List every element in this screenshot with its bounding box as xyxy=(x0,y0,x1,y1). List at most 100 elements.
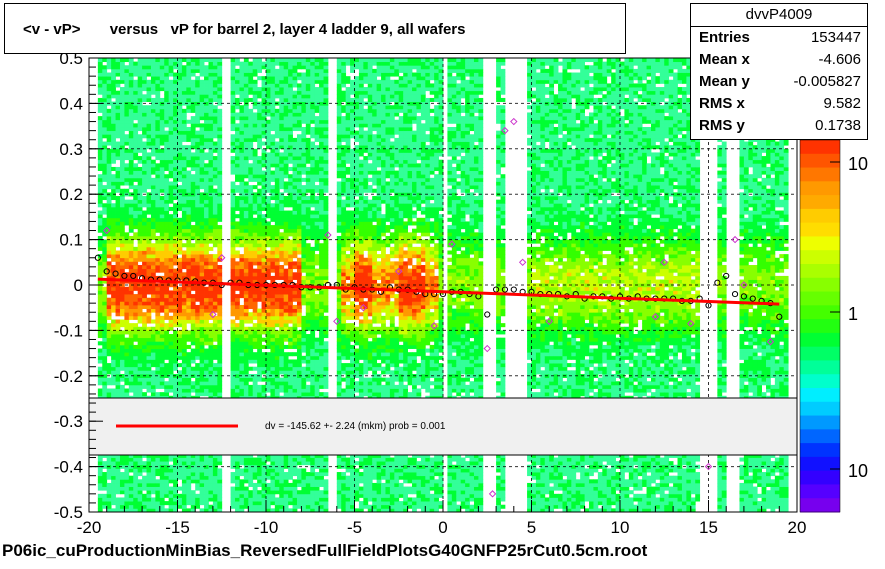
heatmap-cell xyxy=(115,170,121,175)
heatmap-cell xyxy=(274,61,280,66)
heatmap-cell xyxy=(133,225,139,230)
heatmap-cell xyxy=(168,72,174,77)
heatmap-cell xyxy=(208,304,214,310)
heatmap-cell xyxy=(119,94,125,99)
heatmap-cell xyxy=(186,174,192,179)
heatmap-cell xyxy=(257,265,262,270)
heatmap-cell xyxy=(159,301,165,306)
heatmap-cell xyxy=(252,330,258,335)
heatmap-cell xyxy=(106,315,112,320)
heatmap-cell xyxy=(261,312,267,317)
heatmap-cell xyxy=(155,472,161,477)
heatmap-cell xyxy=(288,225,293,230)
heatmap-cell xyxy=(106,134,112,139)
heatmap-cell xyxy=(195,210,201,215)
heatmap-cell xyxy=(159,381,165,386)
heatmap-cell xyxy=(288,203,293,208)
heatmap-cell xyxy=(97,312,103,317)
heatmap-cell xyxy=(146,475,152,480)
heatmap-cell xyxy=(296,334,302,339)
heatmap-cell xyxy=(106,482,112,487)
heatmap-cell xyxy=(97,210,103,215)
heatmap-cell xyxy=(248,235,254,240)
heatmap-cell xyxy=(266,188,271,193)
heatmap-cell xyxy=(97,297,103,302)
heatmap-cell xyxy=(217,177,223,182)
heatmap-cell xyxy=(177,334,183,339)
heatmap-cell xyxy=(243,275,249,280)
heatmap-cell xyxy=(239,290,245,295)
heatmap-cell xyxy=(243,352,249,357)
heatmap-cell xyxy=(261,90,267,95)
heatmap-cell xyxy=(204,116,209,121)
heatmap-cell xyxy=(230,501,236,506)
heatmap-cell xyxy=(186,188,192,193)
heatmap-cell xyxy=(173,159,178,164)
heatmap-cell xyxy=(146,170,152,175)
heatmap-cell xyxy=(208,261,214,266)
heatmap-cell xyxy=(115,166,121,171)
heatmap-cell xyxy=(204,504,209,509)
heatmap-cell xyxy=(208,116,214,121)
heatmap-cell xyxy=(266,61,271,66)
heatmap-cell xyxy=(252,235,258,240)
heatmap-cell xyxy=(168,272,174,277)
heatmap-cell xyxy=(164,225,170,230)
heatmap-cell xyxy=(270,119,276,124)
heatmap-cell xyxy=(288,148,293,153)
heatmap-cell xyxy=(133,134,139,139)
heatmap-cell xyxy=(133,196,139,201)
heatmap-cell xyxy=(173,225,178,230)
heatmap-cell xyxy=(133,163,139,168)
heatmap-cell xyxy=(248,504,254,509)
heatmap-cell xyxy=(115,141,121,146)
heatmap-cell xyxy=(217,461,223,466)
heatmap-cell xyxy=(142,235,147,240)
heatmap-cell xyxy=(292,482,298,487)
heatmap-cell xyxy=(217,203,223,208)
heatmap-cell xyxy=(248,141,254,146)
heatmap-cell xyxy=(270,170,276,175)
heatmap-cell xyxy=(181,468,187,473)
heatmap-cell xyxy=(142,381,147,386)
heatmap-cell xyxy=(199,112,205,117)
heatmap-cell xyxy=(173,501,178,506)
heatmap-cell xyxy=(230,232,236,237)
heatmap-cell xyxy=(150,232,156,237)
heatmap-cell xyxy=(102,108,108,113)
heatmap-cell xyxy=(252,163,258,168)
heatmap-cell xyxy=(279,221,285,226)
heatmap-cell xyxy=(212,294,218,299)
heatmap-cell xyxy=(111,508,116,512)
heatmap-cell xyxy=(155,319,161,324)
heatmap-cell xyxy=(288,177,293,182)
heatmap-cell xyxy=(146,185,152,190)
heatmap-cell xyxy=(173,123,178,128)
heatmap-cell xyxy=(248,344,254,349)
heatmap-cell xyxy=(146,243,152,248)
heatmap-cell xyxy=(217,381,223,386)
heatmap-cell xyxy=(150,112,156,117)
heatmap-cell xyxy=(137,192,143,197)
heatmap-cell xyxy=(142,363,147,368)
heatmap-cell xyxy=(119,137,125,142)
heatmap-cell xyxy=(288,475,293,480)
heatmap-cell xyxy=(155,381,161,386)
heatmap-cell xyxy=(252,221,258,226)
heatmap-cell xyxy=(217,294,223,299)
heatmap-cell xyxy=(283,235,289,240)
heatmap-cell xyxy=(168,94,174,99)
heatmap-cell xyxy=(102,308,108,313)
heatmap-cell xyxy=(111,323,116,328)
heatmap-cell xyxy=(186,286,192,291)
heatmap-cell xyxy=(164,323,170,328)
heatmap-cell xyxy=(257,359,262,364)
heatmap-cell xyxy=(292,79,298,84)
heatmap-cell xyxy=(288,116,293,121)
heatmap-cell xyxy=(150,199,156,204)
heatmap-cell xyxy=(111,493,116,498)
heatmap-cell xyxy=(150,286,156,291)
heatmap-cell xyxy=(292,330,298,335)
heatmap-cell xyxy=(150,337,156,342)
heatmap-cell xyxy=(173,286,178,291)
